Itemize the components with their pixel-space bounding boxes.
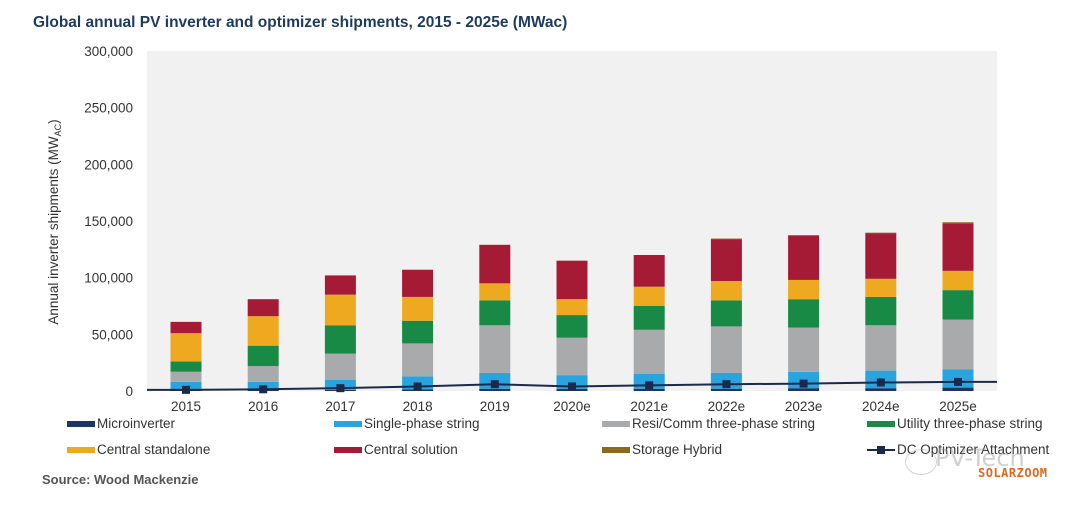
- bar-segment-resi-comm-three-phase-string-2022e: [710, 326, 742, 373]
- bar-segment-central-standalone-2023e: [788, 279, 820, 300]
- bar-segment-microinverter-2021e: [633, 388, 665, 391]
- bar-segment-central-solution-2016: [247, 299, 279, 317]
- bar-segment-resi-comm-three-phase-string-2019: [479, 325, 511, 373]
- bar-segment-central-standalone-2015: [170, 333, 202, 362]
- bar-segment-central-solution-2015: [170, 321, 202, 334]
- bar-segment-utility-three-phase-string-2020e: [556, 315, 588, 338]
- x-tick-label: 2020e: [553, 399, 591, 414]
- source-note: Source: Wood Mackenzie: [42, 472, 199, 487]
- bar-segment-storage-hybrid-2025e: [942, 222, 974, 224]
- bar-segment-central-standalone-2017: [324, 294, 356, 326]
- bar-segment-central-standalone-2025e: [942, 270, 974, 291]
- y-tick-label: 50,000: [92, 327, 133, 342]
- bar-segment-utility-three-phase-string-2017: [324, 325, 356, 354]
- optimizer-line: [147, 377, 997, 394]
- bar-segment-microinverter-2024e: [865, 388, 897, 391]
- bar-segment-utility-three-phase-string-2021e: [633, 306, 665, 330]
- bar-segment-utility-three-phase-string-2019: [479, 300, 511, 326]
- x-tick-label: 2023e: [785, 399, 823, 414]
- y-tick-label: 100,000: [84, 271, 133, 286]
- optimizer-marker-2019: [490, 380, 499, 389]
- watermark-solarzoom: SOLARZOOM: [978, 466, 1048, 480]
- x-tick-label: 2016: [248, 399, 278, 414]
- bar-segment-central-solution-2017: [324, 275, 356, 295]
- optimizer-marker-2017: [336, 384, 345, 393]
- bar-segment-central-solution-2024e: [865, 233, 897, 279]
- bar-segment-central-standalone-2024e: [865, 278, 897, 297]
- bar-segment-utility-three-phase-string-2024e: [865, 296, 897, 326]
- bar-segment-central-solution-2020e: [556, 260, 588, 300]
- bar-segment-resi-comm-three-phase-string-2015: [170, 371, 202, 382]
- bar-segment-utility-three-phase-string-2022e: [710, 300, 742, 327]
- optimizer-marker-2024e: [876, 378, 885, 387]
- optimizer-marker-2025e: [954, 377, 962, 386]
- x-tick-label: 2022e: [708, 399, 746, 414]
- y-axis-label: Annual inverter shipments (MWAC): [46, 119, 63, 324]
- x-tick-label: 2019: [480, 399, 510, 414]
- bar-segment-central-solution-2019: [479, 244, 511, 284]
- bar-segment-storage-hybrid-2022e: [710, 238, 742, 240]
- bar-segment-central-standalone-2021e: [633, 286, 665, 306]
- bar-segment-central-standalone-2022e: [710, 281, 742, 301]
- bar-segment-central-standalone-2019: [479, 283, 511, 301]
- optimizer-marker-2021e: [645, 381, 654, 390]
- bar-segment-central-standalone-2018: [402, 296, 434, 321]
- bar-segment-central-solution-2023e: [788, 235, 820, 280]
- bar-segment-resi-comm-three-phase-string-2021e: [633, 329, 665, 374]
- optimizer-marker-2023e: [799, 379, 808, 388]
- bar-segment-storage-hybrid-2024e: [865, 232, 897, 234]
- x-tick-label: 2017: [325, 399, 355, 414]
- y-axis: 0 50,000 100,000 150,000 200,000 250,000 300,0…: [84, 44, 133, 399]
- bar-segment-utility-three-phase-string-2016: [247, 345, 279, 367]
- bar-segment-central-standalone-2020e: [556, 299, 588, 316]
- y-tick-label: 250,000: [84, 101, 133, 116]
- bar-segment-central-solution-2021e: [633, 255, 665, 287]
- chart-title: Global annual PV inverter and optimizer …: [33, 14, 568, 31]
- x-tick-label: 2021e: [630, 399, 668, 414]
- optimizer-marker-2016: [259, 385, 268, 394]
- x-tick-label: 2018: [403, 399, 433, 414]
- wechat-watermark-icon: [905, 449, 937, 475]
- bar-segment-microinverter-2022e: [710, 388, 742, 391]
- optimizer-marker-2018: [413, 382, 422, 391]
- optimizer-marker-2022e: [722, 380, 731, 389]
- bar-segment-microinverter-2025e: [942, 387, 974, 391]
- watermark-pvtech: PV-Tech: [935, 444, 1025, 472]
- bar-segment-resi-comm-three-phase-string-2023e: [788, 327, 820, 372]
- x-tick-label: 2024e: [862, 399, 900, 414]
- bar-segment-central-solution-2025e: [942, 223, 974, 271]
- bar-segment-central-solution-2018: [402, 269, 434, 297]
- bar-segment-microinverter-2019: [479, 388, 511, 391]
- bar-segment-resi-comm-three-phase-string-2024e: [865, 325, 897, 371]
- x-tick-label: 2025e: [939, 399, 977, 414]
- y-tick-label: 0: [125, 384, 133, 399]
- optimizer-marker-2015: [182, 385, 190, 394]
- bar-segment-utility-three-phase-string-2023e: [788, 299, 820, 328]
- y-tick-label: 200,000: [84, 157, 133, 172]
- bar-segment-microinverter-2023e: [788, 388, 820, 391]
- y-tick-label: 150,000: [84, 214, 133, 229]
- bar-segment-resi-comm-three-phase-string-2025e: [942, 319, 974, 370]
- bar-segment-resi-comm-three-phase-string-2017: [324, 353, 356, 380]
- bar-segment-resi-comm-three-phase-string-2018: [402, 343, 434, 377]
- y-tick-label: 300,000: [84, 44, 133, 59]
- bar-segment-resi-comm-three-phase-string-2020e: [556, 337, 588, 376]
- optimizer-marker-2020e: [568, 382, 576, 391]
- x-axis: 2015 2016 2017 2018 2019 2020e 2021e 2022e 2023e…: [171, 399, 977, 414]
- x-tick-label: 2015: [171, 399, 201, 414]
- bar-segment-central-standalone-2016: [247, 316, 279, 346]
- bar-segment-central-solution-2022e: [710, 239, 742, 282]
- bar-segment-utility-three-phase-string-2018: [402, 320, 434, 344]
- bar-segment-utility-three-phase-string-2015: [170, 361, 202, 372]
- bar-segment-utility-three-phase-string-2025e: [942, 290, 974, 320]
- bar-segment-resi-comm-three-phase-string-2016: [247, 366, 279, 382]
- bar-segment-storage-hybrid-2023e: [788, 235, 820, 236]
